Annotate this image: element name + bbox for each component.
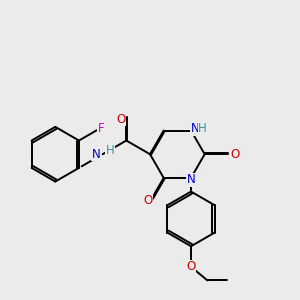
Text: H: H xyxy=(106,143,114,157)
Text: N: N xyxy=(190,122,199,135)
Text: O: O xyxy=(186,260,196,273)
Text: N: N xyxy=(92,148,100,161)
Text: H: H xyxy=(198,122,207,135)
Text: N: N xyxy=(187,173,195,187)
Text: O: O xyxy=(143,194,152,207)
Text: O: O xyxy=(116,113,126,126)
Text: F: F xyxy=(98,122,104,135)
Text: O: O xyxy=(231,148,240,161)
